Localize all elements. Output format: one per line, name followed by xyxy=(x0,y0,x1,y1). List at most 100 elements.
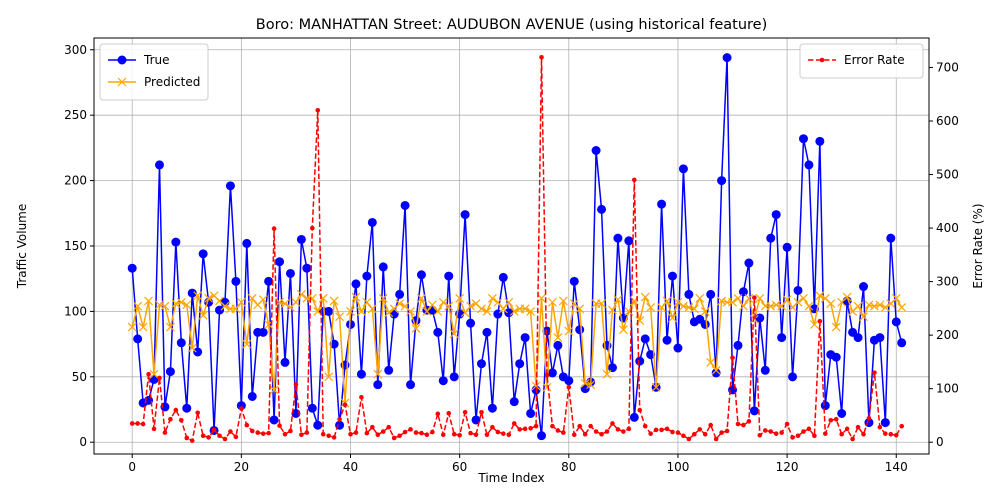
predicted-point-stroke xyxy=(449,329,459,339)
true-point xyxy=(607,363,617,373)
predicted-point-stroke xyxy=(493,297,503,307)
predicted-point xyxy=(673,297,683,307)
predicted-point-stroke xyxy=(880,303,890,312)
predicted-point-stroke xyxy=(608,305,617,315)
legend-entry: Error Rate xyxy=(808,53,905,67)
predicted-point-stroke xyxy=(280,299,290,308)
predicted-point xyxy=(198,310,208,320)
predicted-point-stroke xyxy=(526,306,536,316)
error-rate-point xyxy=(222,436,228,442)
predicted-point xyxy=(356,306,366,316)
predicted-point-stroke xyxy=(755,293,765,303)
predicted-point-stroke xyxy=(182,300,192,310)
error-rate-point xyxy=(419,430,424,436)
true-point xyxy=(798,134,808,144)
predicted-point-stroke xyxy=(291,297,301,307)
predicted-point xyxy=(597,299,606,308)
true-point xyxy=(624,236,634,246)
predicted-point xyxy=(258,295,268,305)
error-rate-point xyxy=(806,426,812,432)
predicted-point-stroke xyxy=(793,297,803,307)
predicted-point xyxy=(558,296,568,306)
error-rate-point xyxy=(752,295,757,300)
x-tick-label: 100 xyxy=(667,460,690,474)
y2-tick-label: 100 xyxy=(936,382,959,396)
predicted-point-stroke xyxy=(651,382,661,392)
predicted-point xyxy=(875,300,885,310)
predicted-point-stroke xyxy=(231,304,241,314)
predicted-point xyxy=(804,301,814,311)
true-point xyxy=(482,327,492,337)
predicted-point xyxy=(182,300,192,310)
predicted-point xyxy=(291,297,301,307)
predicted-point-stroke xyxy=(504,297,514,307)
error-rate-point xyxy=(708,422,713,428)
true-point xyxy=(897,338,907,348)
predicted-point-stroke xyxy=(198,310,208,320)
error-rate-point xyxy=(539,54,544,60)
error-rate-point xyxy=(413,430,419,435)
error-rate-point xyxy=(801,429,806,434)
predicted-point-stroke xyxy=(580,378,590,388)
predicted-point xyxy=(346,306,355,316)
error-rate-point xyxy=(610,421,615,426)
y2-tick-label: 200 xyxy=(936,328,959,342)
predicted-point-stroke xyxy=(668,313,677,323)
true-point xyxy=(793,285,803,295)
true-point xyxy=(569,276,579,286)
series-line xyxy=(132,56,903,442)
true-point xyxy=(564,376,574,386)
error-rate-point xyxy=(233,434,239,440)
error-rate-point xyxy=(506,432,512,438)
error-rate-point xyxy=(582,431,588,437)
predicted-point xyxy=(575,304,585,314)
predicted-point xyxy=(897,303,907,312)
true-point xyxy=(220,297,230,307)
predicted-point xyxy=(662,296,672,306)
predicted-point xyxy=(335,312,345,322)
predicted-point-stroke xyxy=(171,299,181,308)
true-point xyxy=(782,242,792,252)
error-rate-point xyxy=(686,436,692,442)
error-rate-point xyxy=(129,421,135,426)
error-rate-point xyxy=(135,421,140,426)
true-point xyxy=(875,333,885,343)
predicted-point xyxy=(477,304,486,314)
error-rate-point xyxy=(593,429,599,434)
predicted-point xyxy=(149,369,159,379)
true-point xyxy=(296,234,306,244)
error-rate-point xyxy=(490,424,495,430)
predicted-point xyxy=(362,297,372,307)
predicted-point xyxy=(460,308,470,318)
error-rate-point xyxy=(430,429,435,435)
true-point xyxy=(859,282,869,292)
predicted-point-stroke xyxy=(275,297,284,307)
legend-entry: True xyxy=(108,53,170,67)
y-axis-label: Traffic Volume xyxy=(15,204,29,290)
predicted-point-stroke xyxy=(204,293,214,303)
predicted-point-stroke xyxy=(373,369,383,379)
true-point xyxy=(117,55,127,65)
predicted-point-stroke xyxy=(313,306,323,316)
y2-tick-label: 0 xyxy=(936,435,944,449)
y2-axis-label: Error Rate (%) xyxy=(971,203,985,288)
predicted-point-stroke xyxy=(875,300,885,310)
error-rate-point xyxy=(746,419,752,424)
predicted-point-stroke xyxy=(411,323,421,333)
true-point xyxy=(673,343,683,353)
predicted-point-stroke xyxy=(558,296,568,306)
true-point xyxy=(400,200,410,210)
predicted-point-stroke xyxy=(433,306,443,316)
error-rate-point xyxy=(861,431,866,437)
predicted-point xyxy=(564,326,574,336)
predicted-point-stroke xyxy=(427,300,437,310)
error-rate-point xyxy=(637,407,643,413)
error-rate-point xyxy=(179,417,184,423)
error-rate-point xyxy=(626,426,632,432)
error-rate-point xyxy=(206,435,211,440)
error-rate-point xyxy=(189,438,195,443)
predicted-point-stroke xyxy=(127,322,137,332)
predicted-point-stroke xyxy=(258,295,268,305)
error-rate-point xyxy=(702,431,708,437)
predicted-point xyxy=(324,372,334,382)
